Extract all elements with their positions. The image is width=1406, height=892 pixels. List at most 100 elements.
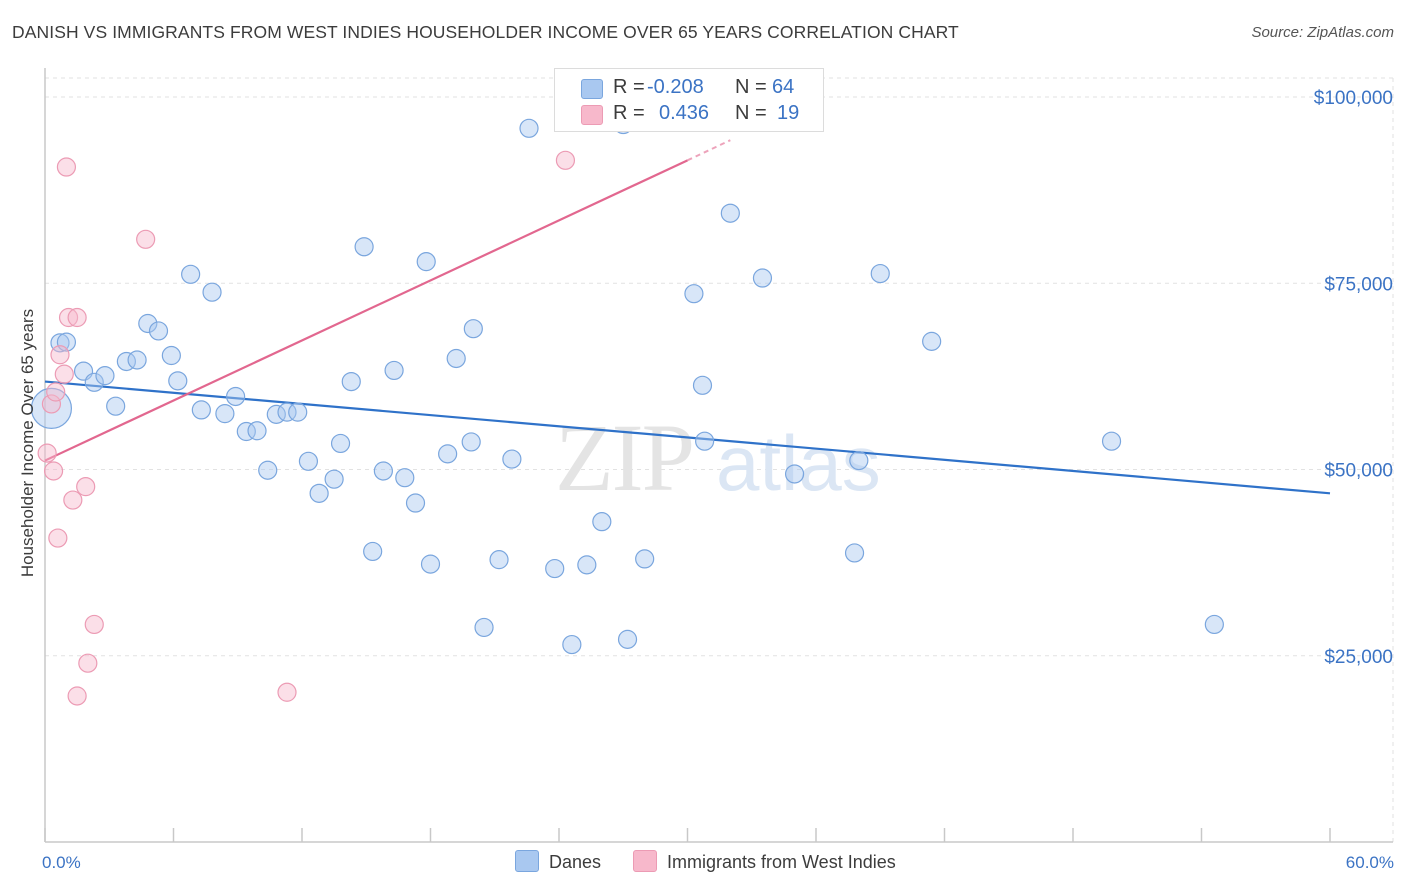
point-danes-36: [420, 554, 441, 574]
point-danes-53: [695, 431, 715, 451]
point-danes-10: [148, 321, 169, 341]
point-danes-8: [127, 350, 147, 370]
trend-lines: [44, 139, 1331, 495]
point-west-indies-15: [136, 229, 156, 249]
x-tick-label-min: 0.0%: [42, 853, 81, 872]
n-value-danes: 64: [772, 76, 795, 98]
y-tick-label-100000: $100,000: [1314, 88, 1393, 109]
point-west-indies-1: [41, 394, 62, 414]
point-danes-51: [684, 284, 704, 304]
point-west-indies-0: [37, 443, 57, 463]
point-danes-28: [341, 371, 361, 392]
point-danes-41: [474, 617, 494, 638]
watermark: ZIP atlas: [555, 404, 881, 511]
point-danes-26: [324, 469, 344, 489]
danes-swatch: [581, 79, 603, 99]
point-danes-56: [784, 464, 805, 484]
point-west-indies-17: [555, 150, 576, 170]
legend-label-danes: Danes: [549, 852, 602, 872]
point-danes-2: [56, 332, 77, 352]
point-danes-24: [298, 451, 319, 471]
trend-line-west-indies-extension: [687, 139, 731, 162]
point-danes-16: [215, 404, 235, 424]
point-west-indies-7: [56, 157, 77, 177]
series-legend: Danes Immigrants from West Indies: [0, 850, 1406, 878]
point-danes-57: [844, 543, 865, 563]
point-danes-43: [502, 449, 522, 469]
watermark-atlas: atlas: [716, 419, 881, 507]
data-points: [30, 103, 1224, 706]
point-danes-27: [330, 433, 351, 454]
point-west-indies-4: [48, 528, 68, 548]
legend-row-west-indies: R = 0.436 N = 19: [555, 101, 823, 127]
point-danes-58: [849, 450, 869, 471]
point-danes-14: [191, 400, 211, 420]
west-indies-swatch: [581, 105, 603, 125]
point-danes-55: [752, 268, 773, 288]
source-credit: Source: ZipAtlas.com: [1251, 24, 1394, 41]
n-value-west-indies: 19: [777, 102, 800, 124]
point-danes-40: [461, 432, 481, 452]
danes-legend-swatch: [515, 850, 539, 872]
point-west-indies-9: [63, 490, 83, 510]
point-danes-33: [395, 468, 415, 488]
point-danes-6: [106, 396, 126, 416]
point-danes-61: [1101, 431, 1122, 451]
point-danes-49: [617, 629, 638, 649]
axes: [44, 68, 1393, 843]
point-west-indies-16: [277, 682, 297, 702]
r-label: R =: [613, 76, 645, 98]
point-danes-30: [363, 541, 383, 562]
point-danes-62: [1204, 614, 1224, 635]
point-danes-46: [562, 634, 582, 655]
point-west-indies-5: [50, 345, 70, 365]
legend-row-danes: R = -0.208 N = 64: [555, 75, 823, 101]
point-danes-60: [922, 331, 942, 351]
point-danes-5: [95, 366, 115, 386]
point-danes-48: [592, 512, 612, 532]
y-tick-label-50000: $50,000: [1324, 461, 1393, 482]
point-danes-45: [545, 558, 565, 579]
point-danes-31: [373, 461, 393, 481]
point-danes-29: [354, 237, 374, 257]
correlation-legend: R = -0.208 N = 64 R = 0.436 N = 19: [554, 68, 824, 132]
point-west-indies-11: [67, 686, 87, 706]
point-danes-37: [438, 444, 458, 464]
legend-item-west-indies[interactable]: Immigrants from West Indies: [633, 850, 896, 873]
point-danes-25: [309, 483, 329, 503]
point-danes-54: [720, 203, 740, 223]
point-danes-22: [277, 402, 297, 422]
point-danes-15: [202, 282, 222, 302]
point-west-indies-3: [46, 382, 66, 402]
y-axis-label: Householder Income Over 65 years: [18, 308, 37, 578]
r-value-danes: -0.208: [647, 76, 704, 98]
point-west-indies-14: [84, 614, 104, 635]
r-value-west-indies: 0.436: [659, 102, 710, 124]
point-west-indies-6: [54, 364, 74, 384]
point-danes-47: [577, 555, 597, 575]
trend-line-danes: [44, 380, 1331, 495]
legend-label-west-indies: Immigrants from West Indies: [667, 852, 896, 872]
legend-item-danes[interactable]: Danes: [515, 850, 601, 873]
point-danes-35: [416, 252, 436, 272]
point-danes-52: [692, 375, 713, 395]
chart-title: DANISH VS IMMIGRANTS FROM WEST INDIES HO…: [12, 22, 959, 42]
watermark-zip: ZIP: [555, 404, 693, 511]
point-danes-59: [870, 263, 890, 284]
point-danes-38: [446, 348, 466, 369]
trend-line-west-indies: [44, 159, 688, 462]
point-danes-50: [635, 549, 655, 569]
point-danes-13: [181, 264, 201, 284]
point-danes-17: [226, 386, 246, 407]
point-west-indies-13: [78, 653, 98, 673]
point-danes-4: [84, 372, 104, 392]
west-indies-legend-swatch: [633, 850, 657, 872]
n-label: N =: [735, 76, 767, 98]
y-tick-label-75000: $75,000: [1324, 274, 1393, 295]
y-tick-label-25000: $25,000: [1324, 647, 1393, 668]
point-west-indies-12: [76, 477, 96, 497]
point-danes-44: [519, 118, 539, 138]
point-danes-32: [384, 360, 404, 381]
point-danes-34: [405, 493, 426, 513]
